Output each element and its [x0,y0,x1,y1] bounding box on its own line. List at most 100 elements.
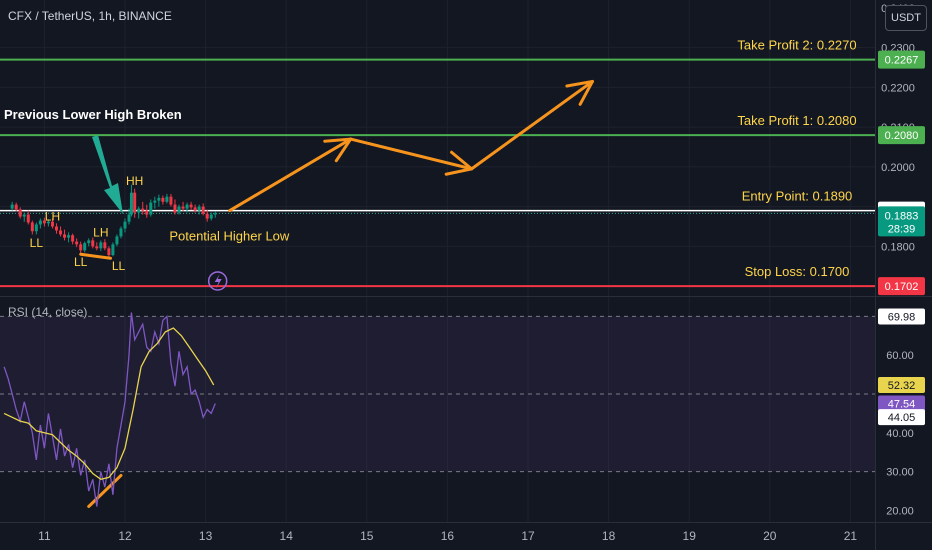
candle-body-10 [50,221,54,227]
candle-body-9 [46,221,50,224]
lightning-icon [214,274,222,289]
candle-body-36 [153,200,157,203]
x-tick-16: 16 [441,529,455,543]
lightning-icon-ring [207,271,228,291]
candle-body-31 [133,192,137,213]
take-profit-2-badge-box [878,50,925,69]
currency-button[interactable]: USDT [885,5,927,31]
rsi-value-box-47.54 [878,395,925,412]
candle-body-2 [18,209,22,217]
grid-lines [0,0,875,522]
projection-arrowhead-3 [565,79,594,106]
candle-body-24 [107,248,111,256]
candle-body-1 [14,204,18,210]
candle-body-32 [137,208,141,213]
projection-segment-2 [349,137,474,171]
candle-body-0 [10,204,14,209]
candle-body-19 [87,240,91,244]
candle-body-43 [181,206,185,209]
candle-body-47 [197,206,201,211]
candlestick-series [10,184,217,260]
take-profit-1-badge: 0.2080 [885,130,919,142]
candle-body-8 [42,220,46,224]
candle-body-40 [169,196,173,205]
x-tick-12: 12 [118,529,132,543]
current-price-badge: 0.1883 [885,210,919,222]
rsi-value-box-44.05 [878,409,925,426]
rsi-value-52.32: 52.32 [888,380,916,392]
candle-body-5 [30,222,34,232]
x-tick-19: 19 [683,529,697,543]
candle-body-11 [54,226,58,231]
annotation-3: LL [30,236,44,250]
rsi-value-69.98: 69.98 [888,311,916,323]
rsi-divergence-line [87,473,123,508]
annotation-4: LH [93,225,108,239]
candle-body-34 [145,210,149,215]
y-tick-0.2200: 0.2200 [881,82,915,94]
candle-body-4 [26,214,30,223]
candle-body-39 [165,196,169,202]
candle-body-25 [111,244,115,256]
candle-body-27 [119,228,123,237]
rsi-line [3,312,216,507]
candle-body-6 [34,224,38,232]
take-profit-1-badge-box [878,126,925,145]
candle-body-12 [59,230,63,235]
annotation-2: LH [45,210,60,224]
rsi-value-47.54: 47.54 [888,399,916,411]
rsi-tick-60.00: 60.00 [886,350,914,362]
candle-body-29 [127,214,131,222]
y-tick-0.2000: 0.2000 [881,162,915,174]
candle-body-7 [38,220,42,225]
orange-support-line [79,252,112,260]
take-profit-2-badge: 0.2267 [885,55,919,67]
x-tick-18: 18 [602,529,616,543]
rsi-tick-partial: 40.00 [886,428,914,440]
x-tick-13: 13 [199,529,213,543]
candle-body-28 [123,221,127,229]
annotation-7: Potential Higher Low [169,228,290,243]
candle-body-50 [209,214,213,219]
stop-loss-badge: 0.1702 [885,281,919,293]
candle-body-44 [185,204,189,209]
candle-body-42 [177,206,181,213]
candle-body-51 [213,213,217,215]
stop-loss-badge-box [878,277,925,296]
candle-body-38 [161,197,165,202]
candle-body-20 [91,240,95,247]
symbol-header: CFX / TetherUS, 1h, BINANCE [8,9,172,23]
x-tick-17: 17 [521,529,535,543]
candle-body-37 [157,197,161,201]
projection-segment-1 [228,137,353,213]
entry-point-label: Entry Point: 0.1890 [742,189,853,204]
current-price-badge-box [878,206,925,237]
candle-body-16 [75,241,79,245]
candle-body-13 [63,234,67,238]
y-tick-0.1800: 0.1800 [881,241,915,253]
candle-body-14 [67,235,71,238]
rsi-ma-line [3,327,215,481]
price-levels: Take Profit 2: 0.2270 Take Profit 1: 0.20… [0,38,875,288]
stop-loss-label: Stop Loss: 0.1700 [745,264,850,279]
candle-countdown: 28:39 [888,223,916,235]
rsi-tick-30.00: 30.00 [886,467,914,479]
candle-body-49 [205,213,209,219]
rsi-value-44.05: 44.05 [888,412,916,424]
candle-body-35 [149,202,153,215]
teal-arrow [92,135,123,214]
candle-body-41 [173,204,177,213]
x-tick-20: 20 [763,529,777,543]
candle-body-23 [103,242,107,249]
rsi-value-box-52.32 [878,376,925,393]
projection-segment-3 [470,79,594,171]
previous-lower-high-label: Previous Lower High Broken [4,107,182,122]
take-profit-1-label: Take Profit 1: 0.2080 [737,113,856,128]
rsi-title: RSI (14, close) [8,305,88,319]
rsi-tick-20.00: 20.00 [886,505,914,517]
candle-body-15 [71,235,75,242]
candle-body-45 [189,204,193,208]
